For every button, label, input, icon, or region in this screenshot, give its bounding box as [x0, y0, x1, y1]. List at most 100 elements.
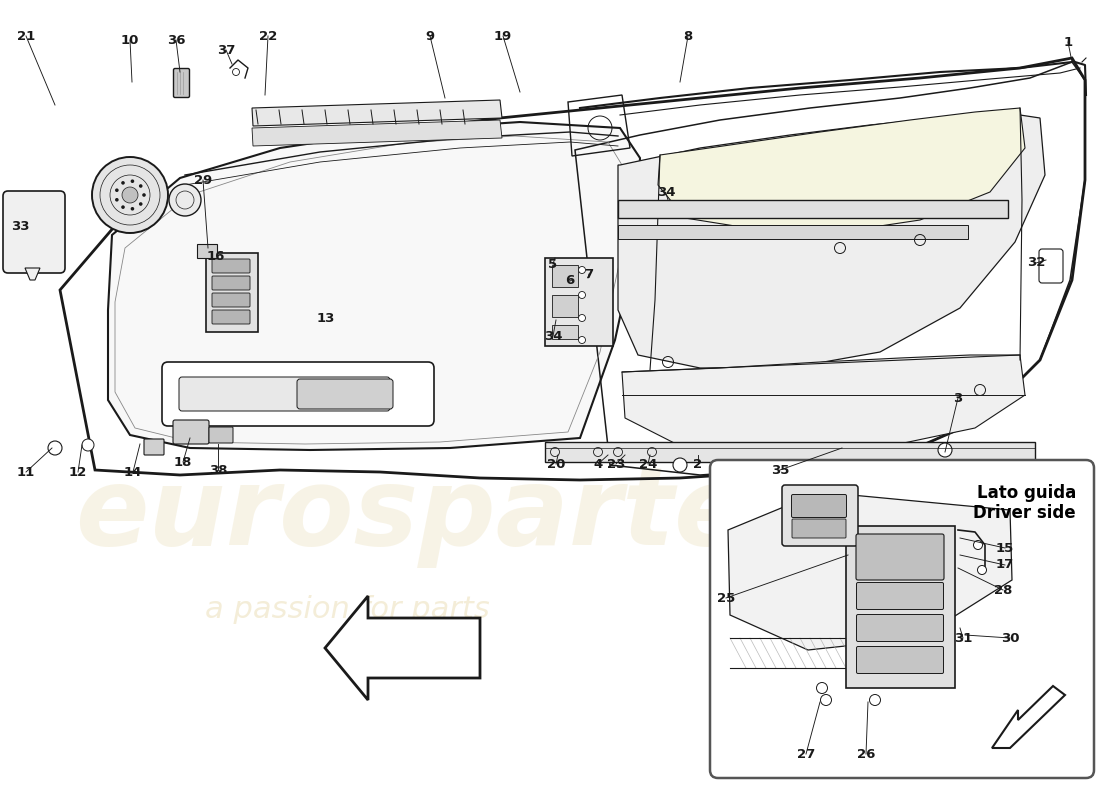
- Circle shape: [978, 566, 987, 574]
- FancyBboxPatch shape: [857, 646, 944, 674]
- Text: 14: 14: [124, 466, 142, 478]
- FancyBboxPatch shape: [792, 494, 847, 518]
- Text: Lato guida: Lato guida: [977, 484, 1076, 502]
- Circle shape: [116, 198, 119, 202]
- Text: 34: 34: [657, 186, 675, 199]
- Text: 30: 30: [1001, 631, 1020, 645]
- Circle shape: [579, 291, 585, 298]
- Text: 5: 5: [549, 258, 558, 270]
- Circle shape: [673, 458, 688, 472]
- Text: 6: 6: [565, 274, 574, 287]
- Circle shape: [142, 194, 146, 197]
- FancyBboxPatch shape: [1040, 249, 1063, 283]
- Polygon shape: [658, 108, 1025, 232]
- FancyBboxPatch shape: [209, 427, 233, 443]
- Text: 25: 25: [717, 591, 735, 605]
- FancyBboxPatch shape: [792, 519, 846, 538]
- Circle shape: [82, 439, 94, 451]
- Text: 27: 27: [796, 747, 815, 761]
- Polygon shape: [252, 120, 502, 146]
- FancyBboxPatch shape: [857, 614, 944, 642]
- Circle shape: [938, 443, 952, 457]
- Circle shape: [139, 202, 143, 206]
- Text: 37: 37: [217, 43, 235, 57]
- Text: 8: 8: [683, 30, 693, 42]
- Circle shape: [579, 314, 585, 322]
- Polygon shape: [108, 122, 640, 450]
- Text: 34: 34: [543, 330, 562, 342]
- Text: 1: 1: [1064, 35, 1072, 49]
- Text: 19: 19: [494, 30, 513, 42]
- FancyBboxPatch shape: [197, 244, 217, 258]
- Text: 20: 20: [547, 458, 565, 470]
- FancyBboxPatch shape: [544, 258, 613, 346]
- Polygon shape: [618, 112, 1045, 368]
- Circle shape: [92, 157, 168, 233]
- FancyBboxPatch shape: [710, 460, 1094, 778]
- Text: 29: 29: [194, 174, 212, 186]
- Text: a passion for parts: a passion for parts: [205, 595, 490, 624]
- Text: 3: 3: [954, 391, 962, 405]
- Text: 21: 21: [16, 30, 35, 42]
- Text: 32: 32: [1026, 257, 1045, 270]
- FancyBboxPatch shape: [174, 69, 189, 98]
- FancyBboxPatch shape: [297, 379, 393, 409]
- Text: 15: 15: [996, 542, 1014, 554]
- Circle shape: [48, 441, 62, 455]
- Text: 4: 4: [593, 458, 603, 470]
- Text: 11: 11: [16, 466, 35, 478]
- FancyBboxPatch shape: [846, 526, 955, 688]
- Text: 28: 28: [993, 583, 1012, 597]
- Text: 18: 18: [174, 455, 192, 469]
- Text: 38: 38: [209, 463, 228, 477]
- FancyBboxPatch shape: [552, 325, 578, 339]
- Text: 9: 9: [426, 30, 434, 42]
- FancyBboxPatch shape: [782, 485, 858, 546]
- Circle shape: [816, 682, 827, 694]
- Text: 23: 23: [607, 458, 625, 470]
- Text: 22: 22: [258, 30, 277, 42]
- Circle shape: [821, 694, 832, 706]
- Circle shape: [122, 187, 138, 203]
- Circle shape: [121, 206, 124, 209]
- Polygon shape: [25, 268, 40, 280]
- FancyBboxPatch shape: [173, 420, 209, 444]
- Polygon shape: [324, 596, 480, 700]
- Circle shape: [169, 184, 201, 216]
- FancyBboxPatch shape: [179, 377, 390, 411]
- Circle shape: [974, 541, 982, 550]
- Polygon shape: [621, 355, 1025, 455]
- FancyBboxPatch shape: [144, 439, 164, 455]
- Circle shape: [579, 266, 585, 274]
- Text: 33: 33: [11, 219, 30, 233]
- FancyBboxPatch shape: [857, 582, 944, 610]
- FancyBboxPatch shape: [618, 200, 1008, 218]
- FancyBboxPatch shape: [544, 442, 1035, 462]
- FancyBboxPatch shape: [856, 534, 944, 580]
- FancyBboxPatch shape: [206, 253, 258, 332]
- Text: 10: 10: [121, 34, 140, 46]
- Text: 13: 13: [317, 311, 336, 325]
- Circle shape: [121, 181, 124, 185]
- FancyBboxPatch shape: [552, 265, 578, 287]
- FancyBboxPatch shape: [212, 259, 250, 273]
- Polygon shape: [728, 492, 1012, 650]
- Circle shape: [139, 184, 143, 188]
- Text: 2: 2: [693, 458, 703, 470]
- FancyBboxPatch shape: [162, 362, 434, 426]
- FancyBboxPatch shape: [552, 295, 578, 317]
- Circle shape: [116, 189, 119, 192]
- Text: 31: 31: [954, 631, 972, 645]
- Circle shape: [579, 337, 585, 343]
- Polygon shape: [252, 100, 502, 126]
- Text: 26: 26: [857, 747, 876, 761]
- Text: 35: 35: [771, 463, 789, 477]
- Circle shape: [869, 694, 880, 706]
- Text: 36: 36: [167, 34, 185, 46]
- Text: eurospartes: eurospartes: [75, 462, 812, 568]
- FancyBboxPatch shape: [618, 225, 968, 239]
- FancyBboxPatch shape: [212, 276, 250, 290]
- Circle shape: [131, 207, 134, 210]
- Text: 12: 12: [69, 466, 87, 478]
- Polygon shape: [992, 686, 1065, 748]
